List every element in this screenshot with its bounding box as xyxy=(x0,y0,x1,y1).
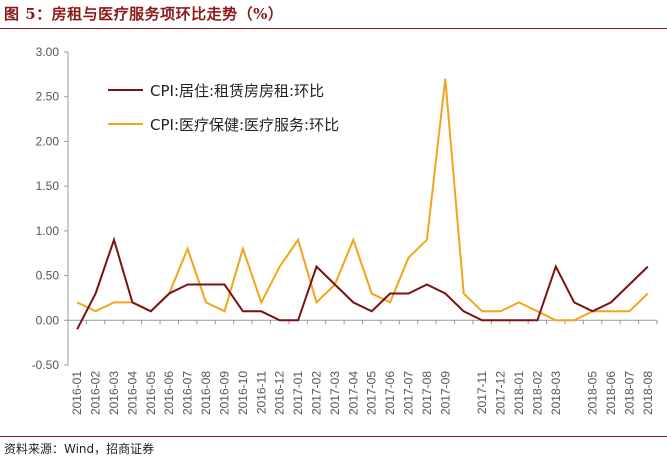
x-tick-label: 2017-12 xyxy=(494,371,508,415)
x-tick-label: 2018-06 xyxy=(604,371,618,415)
line-chart: 3.00 2.50 2.00 1.50 1.00 0.50 0.00 -0.50 2016-0… xyxy=(32,45,658,415)
x-tick-label: 2017-11 xyxy=(475,371,489,414)
x-tick-label: 2017-03 xyxy=(328,371,342,415)
legend: CPI:居住:租赁房房租:环比 CPI:医疗保健:医疗服务:环比 xyxy=(108,82,339,134)
y-tick-label: 2.50 xyxy=(36,90,60,104)
legend-label: CPI:医疗保健:医疗服务:环比 xyxy=(150,116,339,134)
y-tick-label: 1.50 xyxy=(36,179,60,193)
x-tick-label: 2016-10 xyxy=(236,371,250,415)
x-tick-label: 2018-03 xyxy=(549,371,563,415)
y-axis: 3.00 2.50 2.00 1.50 1.00 0.50 0.00 -0.50 xyxy=(32,45,69,372)
x-tick-label: 2016-08 xyxy=(199,371,213,415)
x-tick-label: 2016-11 xyxy=(254,371,268,414)
x-tick-label: 2016-09 xyxy=(217,371,231,415)
x-tick-label: 2016-07 xyxy=(181,371,195,415)
x-tick-label: 2018-02 xyxy=(530,371,544,415)
x-tick-label: 2017-01 xyxy=(291,371,305,415)
footer-divider xyxy=(0,436,667,437)
x-tick-label: 2016-02 xyxy=(89,371,103,415)
x-tick-label: 2018-01 xyxy=(512,371,526,415)
x-tick-label: 2018-05 xyxy=(586,371,600,415)
y-tick-label: 0.00 xyxy=(36,313,60,327)
x-tick-label: 2018-07 xyxy=(622,371,636,415)
y-tick-label: 1.00 xyxy=(36,224,60,238)
y-tick-label: -0.50 xyxy=(32,358,60,372)
x-tick-label: 2017-09 xyxy=(438,371,452,415)
x-tick-label: 2016-04 xyxy=(125,371,139,415)
x-tick-label: 2017-07 xyxy=(402,371,416,415)
chart-title: 图 5：房租与医疗服务项环比走势（%） xyxy=(4,5,284,23)
x-tick-label: 2016-06 xyxy=(162,371,176,415)
x-tick-label: 2017-08 xyxy=(420,371,434,415)
x-tick-label: 2018-08 xyxy=(641,371,655,415)
legend-label: CPI:居住:租赁房房租:环比 xyxy=(150,82,324,100)
series-line xyxy=(76,236,649,330)
title-divider xyxy=(0,28,667,29)
y-tick-label: 0.50 xyxy=(36,269,60,283)
x-tick-label: 2016-12 xyxy=(273,371,287,415)
series-layer xyxy=(76,78,649,330)
y-tick-label: 2.00 xyxy=(36,134,60,148)
x-tick-label: 2017-05 xyxy=(365,371,379,415)
y-tick-label: 3.00 xyxy=(36,45,60,59)
x-tick-label: 2016-03 xyxy=(107,371,121,415)
x-axis: 2016-01 2016-02 2016-03 2016-04 2016-05 2016-… xyxy=(67,319,658,415)
source-note: 资料来源：Wind，招商证券 xyxy=(4,442,155,456)
x-tick-label: 2017-02 xyxy=(309,371,323,415)
x-tick-label: 2016-05 xyxy=(144,371,158,415)
x-tick-label: 2016-01 xyxy=(70,371,84,415)
x-tick-label: 2017-06 xyxy=(383,371,397,415)
series-line xyxy=(76,78,649,322)
x-tick-label: 2017-04 xyxy=(346,371,360,415)
